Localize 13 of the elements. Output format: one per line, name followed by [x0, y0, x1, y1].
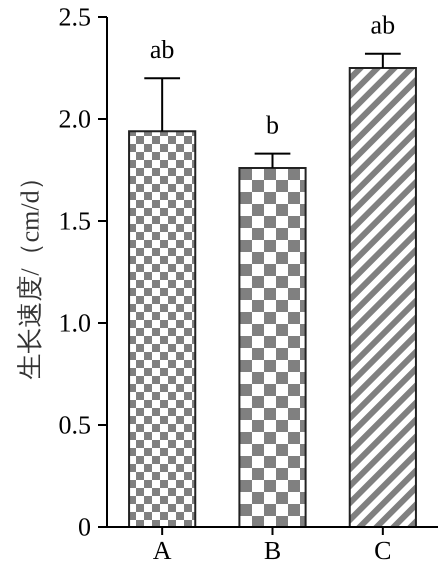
y-tick-label: 0.5: [58, 410, 91, 440]
y-tick-label: 1.0: [58, 308, 91, 338]
annotation: ab: [370, 10, 396, 40]
y-tick-label: 2.0: [58, 104, 91, 134]
y-tick-label: 1.5: [58, 206, 91, 236]
y-axis-title: 生长速度/（cm/d）: [16, 164, 44, 380]
x-tick-label: C: [374, 536, 392, 565]
x-tick-label: B: [264, 536, 282, 565]
y-tick-label: 0: [78, 512, 91, 542]
x-tick-label: A: [152, 536, 172, 565]
annotation: ab: [150, 35, 174, 64]
annotation: b: [266, 110, 279, 140]
y-tick-label: 2.5: [58, 2, 91, 32]
